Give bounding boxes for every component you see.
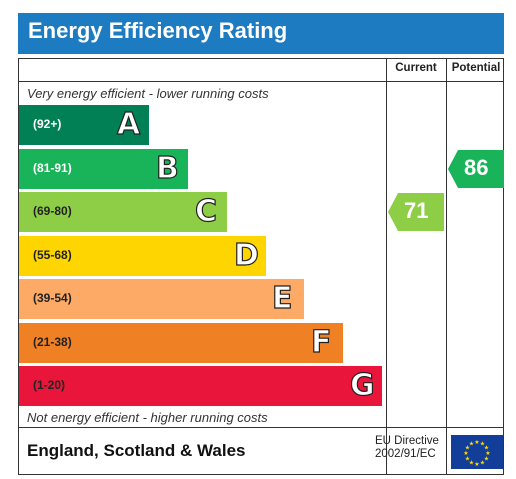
eu-star-icon: ★ (484, 456, 489, 463)
divider-current (386, 59, 387, 474)
band-range-label: (39-54) (33, 291, 72, 305)
eu-star-icon: ★ (485, 450, 490, 457)
potential-rating-value: 86 (464, 154, 489, 180)
band-range-label: (69-80) (33, 204, 72, 218)
band-letter: E (271, 280, 293, 316)
potential-arrow-shape (448, 149, 504, 188)
eu-star-icon: ★ (469, 441, 474, 448)
band-range-label: (81-91) (33, 160, 72, 175)
footer-divider (19, 427, 503, 428)
band-range-label: (21-38) (33, 334, 72, 349)
band-b: (81-91) B (19, 148, 188, 189)
eu-star-icon: ★ (474, 461, 479, 468)
band-c: (69-80) C (19, 192, 227, 232)
band-a: (92+) A (19, 105, 149, 145)
band-d: (55-68) D (19, 235, 266, 276)
band-g: (1-20) G (19, 366, 382, 406)
note-very-efficient: Very energy efficient - lower running co… (27, 86, 269, 101)
header-divider (19, 81, 503, 82)
band-e: (39-54) E (19, 279, 304, 319)
band-letter: F (310, 324, 332, 360)
band-letter: D (233, 237, 259, 273)
band-range-label: (55-68) (33, 247, 72, 262)
region-label: England, Scotland & Wales (27, 441, 246, 460)
chart-header: Energy Efficiency Rating (18, 13, 504, 54)
column-current: Current (395, 62, 437, 74)
eu-star-icon: ★ (465, 456, 470, 463)
eu-star-icon: ★ (480, 441, 485, 448)
current-rating-value: 71 (404, 198, 429, 223)
eu-directive: EU Directive 2002/91/EC (375, 435, 439, 461)
directive-line-1: EU Directive (375, 435, 439, 447)
directive-line-2: 2002/91/EC (375, 448, 436, 460)
divider-potential (446, 59, 447, 474)
eu-star-icon: ★ (469, 460, 474, 467)
band-letter: G (349, 367, 375, 403)
band-letter: C (194, 193, 218, 229)
band-letter: A (116, 106, 141, 142)
eu-star-icon: ★ (474, 439, 479, 446)
eu-flag-icon: ★ ★ ★ ★ ★ ★ ★ ★ ★ ★ ★ ★ (451, 435, 503, 469)
note-not-efficient: Not energy efficient - higher running co… (27, 410, 268, 425)
eu-star-icon: ★ (465, 445, 470, 452)
column-potential: Potential (451, 62, 501, 74)
eu-star-icon: ★ (463, 450, 468, 457)
band-letter: B (155, 150, 179, 186)
rating-table: Current Potential Very energy efficient … (18, 58, 504, 475)
band-range-label: (92+) (33, 117, 62, 131)
current-arrow-shape (388, 193, 444, 231)
eu-star-icon: ★ (480, 460, 485, 467)
eu-star-icon: ★ (484, 445, 489, 452)
chart-title: Energy Efficiency Rating (28, 18, 288, 43)
band-range-label: (1-20) (33, 378, 66, 392)
eu-stars: ★ ★★★★★★★★★★★ (463, 439, 490, 468)
band-f: (21-38) F (19, 322, 343, 363)
